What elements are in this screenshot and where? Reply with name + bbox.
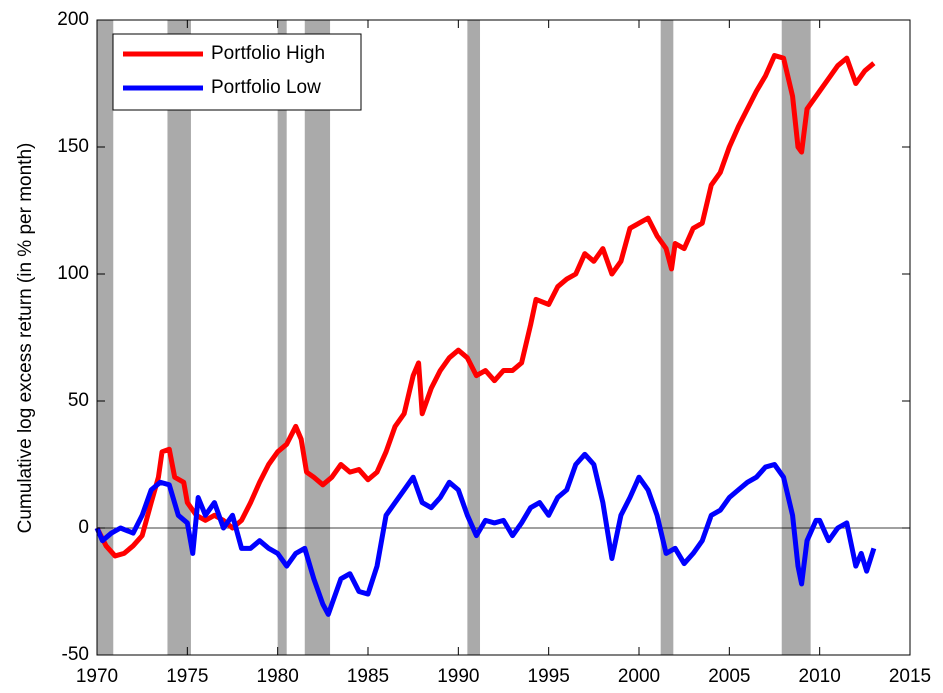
- legend-box: [112, 33, 362, 111]
- recession-band: [467, 20, 481, 655]
- x-tick-label: 1995: [528, 666, 570, 687]
- x-tick-label: 1970: [76, 666, 118, 687]
- x-tick-label: 2010: [799, 666, 841, 687]
- plot-area: [97, 20, 910, 655]
- x-tick-label: 1990: [437, 666, 479, 687]
- line-series: [94, 451, 877, 617]
- x-tick-label: 1985: [347, 666, 389, 687]
- axes-box: [96, 19, 911, 656]
- recession-band: [277, 20, 287, 655]
- x-tick-label: 1980: [257, 666, 299, 687]
- y-tick-label: 200: [57, 9, 89, 30]
- recession-band: [304, 20, 331, 655]
- y-tick-label: 50: [68, 390, 89, 411]
- recession-band: [167, 20, 191, 655]
- x-tick-label: 1975: [166, 666, 208, 687]
- x-tick-label: 2015: [889, 666, 931, 687]
- legend-label: Portfolio High: [211, 43, 325, 64]
- y-tick-label: 0: [78, 517, 89, 538]
- x-tick-label: 2000: [618, 666, 660, 687]
- x-tick-label: 2005: [708, 666, 750, 687]
- recession-band: [660, 20, 674, 655]
- y-tick-label: 150: [57, 136, 89, 157]
- recession-band: [97, 20, 114, 655]
- y-tick-label: 100: [57, 263, 89, 284]
- y-axis-label: Cumulative log excess return (in % per m…: [15, 143, 36, 534]
- legend-label: Portfolio Low: [211, 77, 321, 98]
- y-tick-label: -50: [62, 644, 89, 665]
